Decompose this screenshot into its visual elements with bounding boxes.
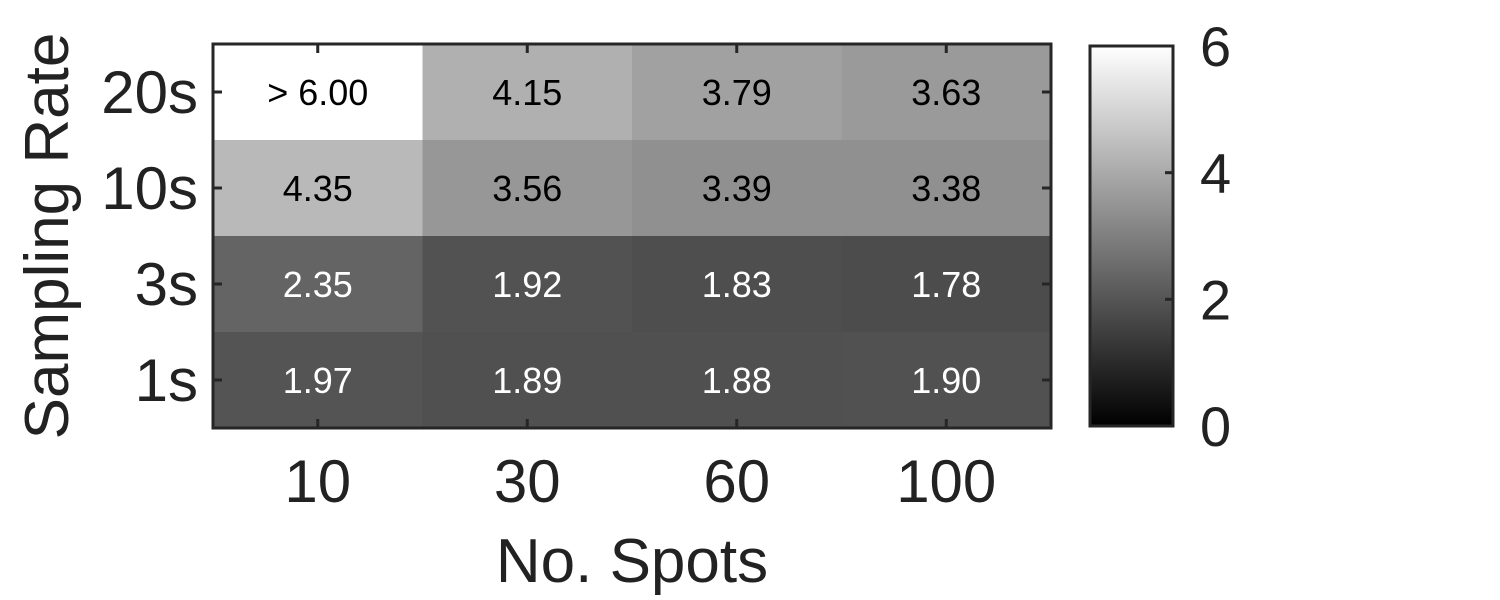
heatmap-cell [213, 332, 423, 429]
heatmap-cell [213, 44, 423, 141]
x-tick-label: 10 [284, 448, 351, 515]
heatmap-cell [422, 332, 633, 429]
heatmap-cell [422, 140, 633, 237]
cell-value-label: 4.35 [283, 168, 353, 209]
y-tick-label: 1s [135, 347, 198, 414]
heatmap-cell-labels: > 6.00 4.15 3.79 3.63 4.35 3.56 3.39 3.38 2.35 1.… [267, 72, 981, 401]
heatmap-cell [213, 140, 423, 237]
heatmap-cell [841, 140, 1052, 237]
colorbar-tick-label: 4 [1200, 142, 1231, 205]
cell-value-label: > 6.00 [267, 72, 368, 113]
cell-value-label: 1.92 [492, 264, 562, 305]
y-axis-title: Sampling Rate [13, 33, 82, 440]
heatmap-cell [632, 44, 842, 141]
axis-ticks [213, 44, 1051, 428]
heatmap-cell [632, 140, 842, 237]
heatmap-cell [841, 236, 1052, 333]
heatmap-cell [841, 332, 1052, 429]
colorbar [1088, 44, 1175, 428]
heatmap-cells [213, 44, 1052, 429]
heatmap-cell [422, 44, 633, 141]
y-axis-tick-labels: 20s 10s 3s 1s [101, 59, 198, 414]
cell-value-label: 3.79 [702, 72, 772, 113]
colorbar-ticks [1165, 44, 1173, 428]
y-tick-label: 3s [135, 251, 198, 318]
cell-value-label: 2.35 [283, 264, 353, 305]
heatmap-cell [213, 236, 423, 333]
heatmap-cell [841, 44, 1052, 141]
cell-value-label: 1.89 [492, 360, 562, 401]
colorbar-tick-labels: 0 2 4 6 [1200, 15, 1231, 458]
cell-value-label: 1.97 [283, 360, 353, 401]
plot-frame [211, 42, 1053, 430]
colorbar-tick-label: 6 [1200, 15, 1231, 78]
cell-value-label: 1.90 [911, 360, 981, 401]
cell-value-label: 3.39 [702, 168, 772, 209]
x-tick-label: 100 [896, 448, 996, 515]
heatmap-cell [422, 236, 633, 333]
heatmap-cell [632, 332, 842, 429]
cell-value-label: 4.15 [492, 72, 562, 113]
y-tick-label: 20s [101, 59, 198, 126]
y-tick-label: 10s [101, 155, 198, 222]
heatmap-cell [632, 236, 842, 333]
cell-value-label: 3.38 [911, 168, 981, 209]
cell-value-label: 1.78 [911, 264, 981, 305]
x-tick-label: 60 [703, 448, 770, 515]
colorbar-tick-label: 2 [1200, 268, 1231, 331]
cell-value-label: 3.63 [911, 72, 981, 113]
x-axis-title: No. Spots [496, 527, 768, 596]
cell-value-label: 1.83 [702, 264, 772, 305]
x-tick-label: 30 [494, 448, 561, 515]
cell-value-label: 1.88 [702, 360, 772, 401]
x-axis-tick-labels: 10 30 60 100 [284, 448, 996, 515]
cell-value-label: 3.56 [492, 168, 562, 209]
colorbar-tick-label: 0 [1200, 395, 1231, 458]
